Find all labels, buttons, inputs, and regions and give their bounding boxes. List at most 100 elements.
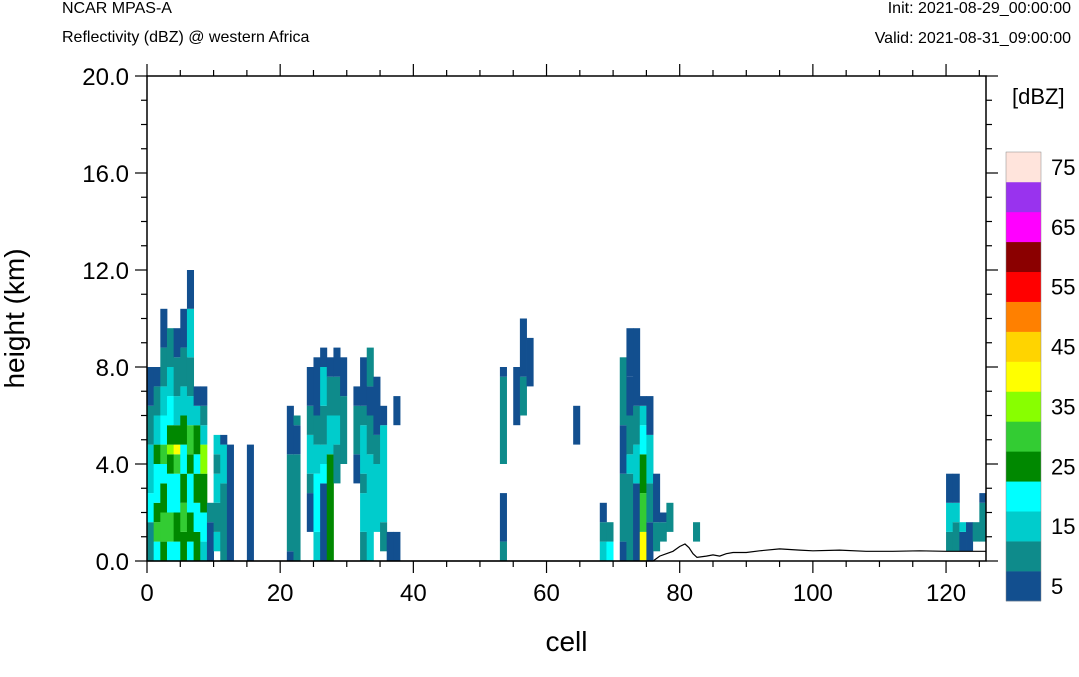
reflectivity-cell — [526, 337, 534, 387]
colorbar-swatch — [1006, 391, 1041, 422]
reflectivity-cell — [360, 493, 368, 532]
reflectivity-cell — [200, 405, 208, 426]
reflectivity-cell — [606, 522, 614, 542]
reflectivity-cell — [180, 444, 188, 474]
reflectivity-cell — [186, 541, 195, 561]
reflectivity-cell — [160, 415, 168, 445]
reflectivity-cell — [173, 444, 181, 455]
reflectivity-cell — [360, 531, 368, 561]
colorbar-swatch — [1006, 361, 1041, 392]
reflectivity-cell — [147, 493, 155, 523]
reflectivity-cell — [186, 270, 195, 309]
reflectivity-cell — [519, 318, 527, 377]
reflectivity-cell — [952, 522, 960, 552]
reflectivity-cell — [320, 444, 328, 464]
reflectivity-cell — [619, 425, 627, 474]
reflectivity-cell — [173, 396, 181, 426]
reflectivity-cell — [186, 308, 195, 358]
colorbar-frame — [1005, 151, 1042, 602]
reflectivity-cell — [166, 541, 175, 561]
reflectivity-cell — [313, 444, 321, 474]
reflectivity-cell — [160, 347, 168, 387]
reflectivity-cell — [147, 522, 155, 561]
y-tick-label: 4.0 — [96, 452, 129, 479]
reflectivity-cell — [340, 357, 348, 397]
reflectivity-cell — [173, 357, 181, 397]
y-tick-label: 16.0 — [82, 161, 129, 188]
colorbar-label: 65 — [1051, 215, 1075, 240]
reflectivity-cell — [246, 444, 254, 561]
reflectivity-cell — [166, 425, 175, 445]
reflectivity-cell — [653, 522, 661, 552]
reflectivity-cell — [599, 541, 607, 561]
reflectivity-cell — [499, 541, 507, 561]
figure-title: NCAR MPAS-A — [62, 0, 172, 17]
reflectivity-cell — [959, 531, 967, 552]
reflectivity-cell — [193, 454, 201, 474]
reflectivity-cell — [166, 512, 175, 542]
x-tick-label: 20 — [267, 580, 294, 607]
plot-frame — [146, 75, 987, 562]
reflectivity-cell — [313, 473, 321, 532]
init-time-label: Init: 2021-08-29_00:00:00 — [887, 0, 1071, 17]
reflectivity-cell — [226, 444, 234, 561]
reflectivity-cell — [306, 405, 314, 435]
reflectivity-cell — [180, 473, 188, 503]
reflectivity-cell — [320, 405, 328, 445]
colorbar-swatch — [1006, 541, 1041, 572]
reflectivity-cell — [306, 367, 314, 406]
reflectivity-cell — [393, 531, 401, 561]
reflectivity-cell — [200, 473, 208, 513]
reflectivity-cell — [320, 367, 328, 406]
y-tick-label: 8.0 — [96, 355, 129, 382]
reflectivity-cell — [952, 473, 960, 503]
reflectivity-cell — [519, 376, 527, 416]
reflectivity-cell — [193, 405, 201, 426]
reflectivity-cell — [193, 386, 201, 406]
reflectivity-cell — [659, 512, 667, 523]
reflectivity-cell — [293, 415, 301, 426]
colorbar-label: 25 — [1051, 454, 1075, 479]
colorbar-swatch — [1006, 152, 1041, 183]
reflectivity-cell — [979, 502, 987, 542]
reflectivity-cell — [193, 473, 201, 503]
reflectivity-cell — [659, 522, 667, 542]
reflectivity-cell — [147, 405, 155, 445]
y-tick-label: 0.0 — [96, 549, 129, 576]
reflectivity-cell — [173, 328, 181, 358]
reflectivity-cell — [293, 425, 301, 455]
colorbar-swatch — [1006, 571, 1041, 602]
colorbar-swatch — [1006, 331, 1041, 362]
reflectivity-cell — [952, 502, 960, 523]
reflectivity-cell — [220, 483, 228, 561]
reflectivity-cell — [499, 367, 507, 377]
reflectivity-cell — [186, 512, 195, 542]
reflectivity-cell — [180, 386, 188, 416]
colorbar-swatch — [1006, 481, 1041, 512]
reflectivity-cell — [599, 502, 607, 523]
x-axis-ticks: 0 20 40 60 80 100 120 — [140, 64, 980, 607]
reflectivity-cell — [286, 454, 294, 552]
reflectivity-cell — [180, 308, 188, 348]
reflectivity-cell — [653, 473, 661, 523]
reflectivity-cell — [320, 483, 328, 561]
reflectivity-cell — [619, 473, 627, 542]
reflectivity-cell — [639, 396, 647, 406]
reflectivity-cell — [193, 531, 201, 561]
reflectivity-cell — [353, 454, 361, 484]
reflectivity-cell — [186, 357, 195, 397]
reflectivity-cell — [193, 502, 201, 532]
reflectivity-cell — [513, 367, 521, 426]
reflectivity-cell — [573, 405, 581, 445]
reflectivity-cell — [166, 328, 175, 367]
reflectivity-cell — [326, 357, 334, 377]
reflectivity-cell — [220, 434, 228, 445]
y-tick-label: 12.0 — [82, 258, 129, 285]
reflectivity-cell — [373, 434, 381, 464]
reflectivity-cell — [186, 454, 195, 474]
reflectivity-cell — [186, 425, 195, 455]
colorbar-swatch — [1006, 451, 1041, 482]
reflectivity-cell — [333, 415, 341, 445]
reflectivity-cell — [180, 347, 188, 387]
